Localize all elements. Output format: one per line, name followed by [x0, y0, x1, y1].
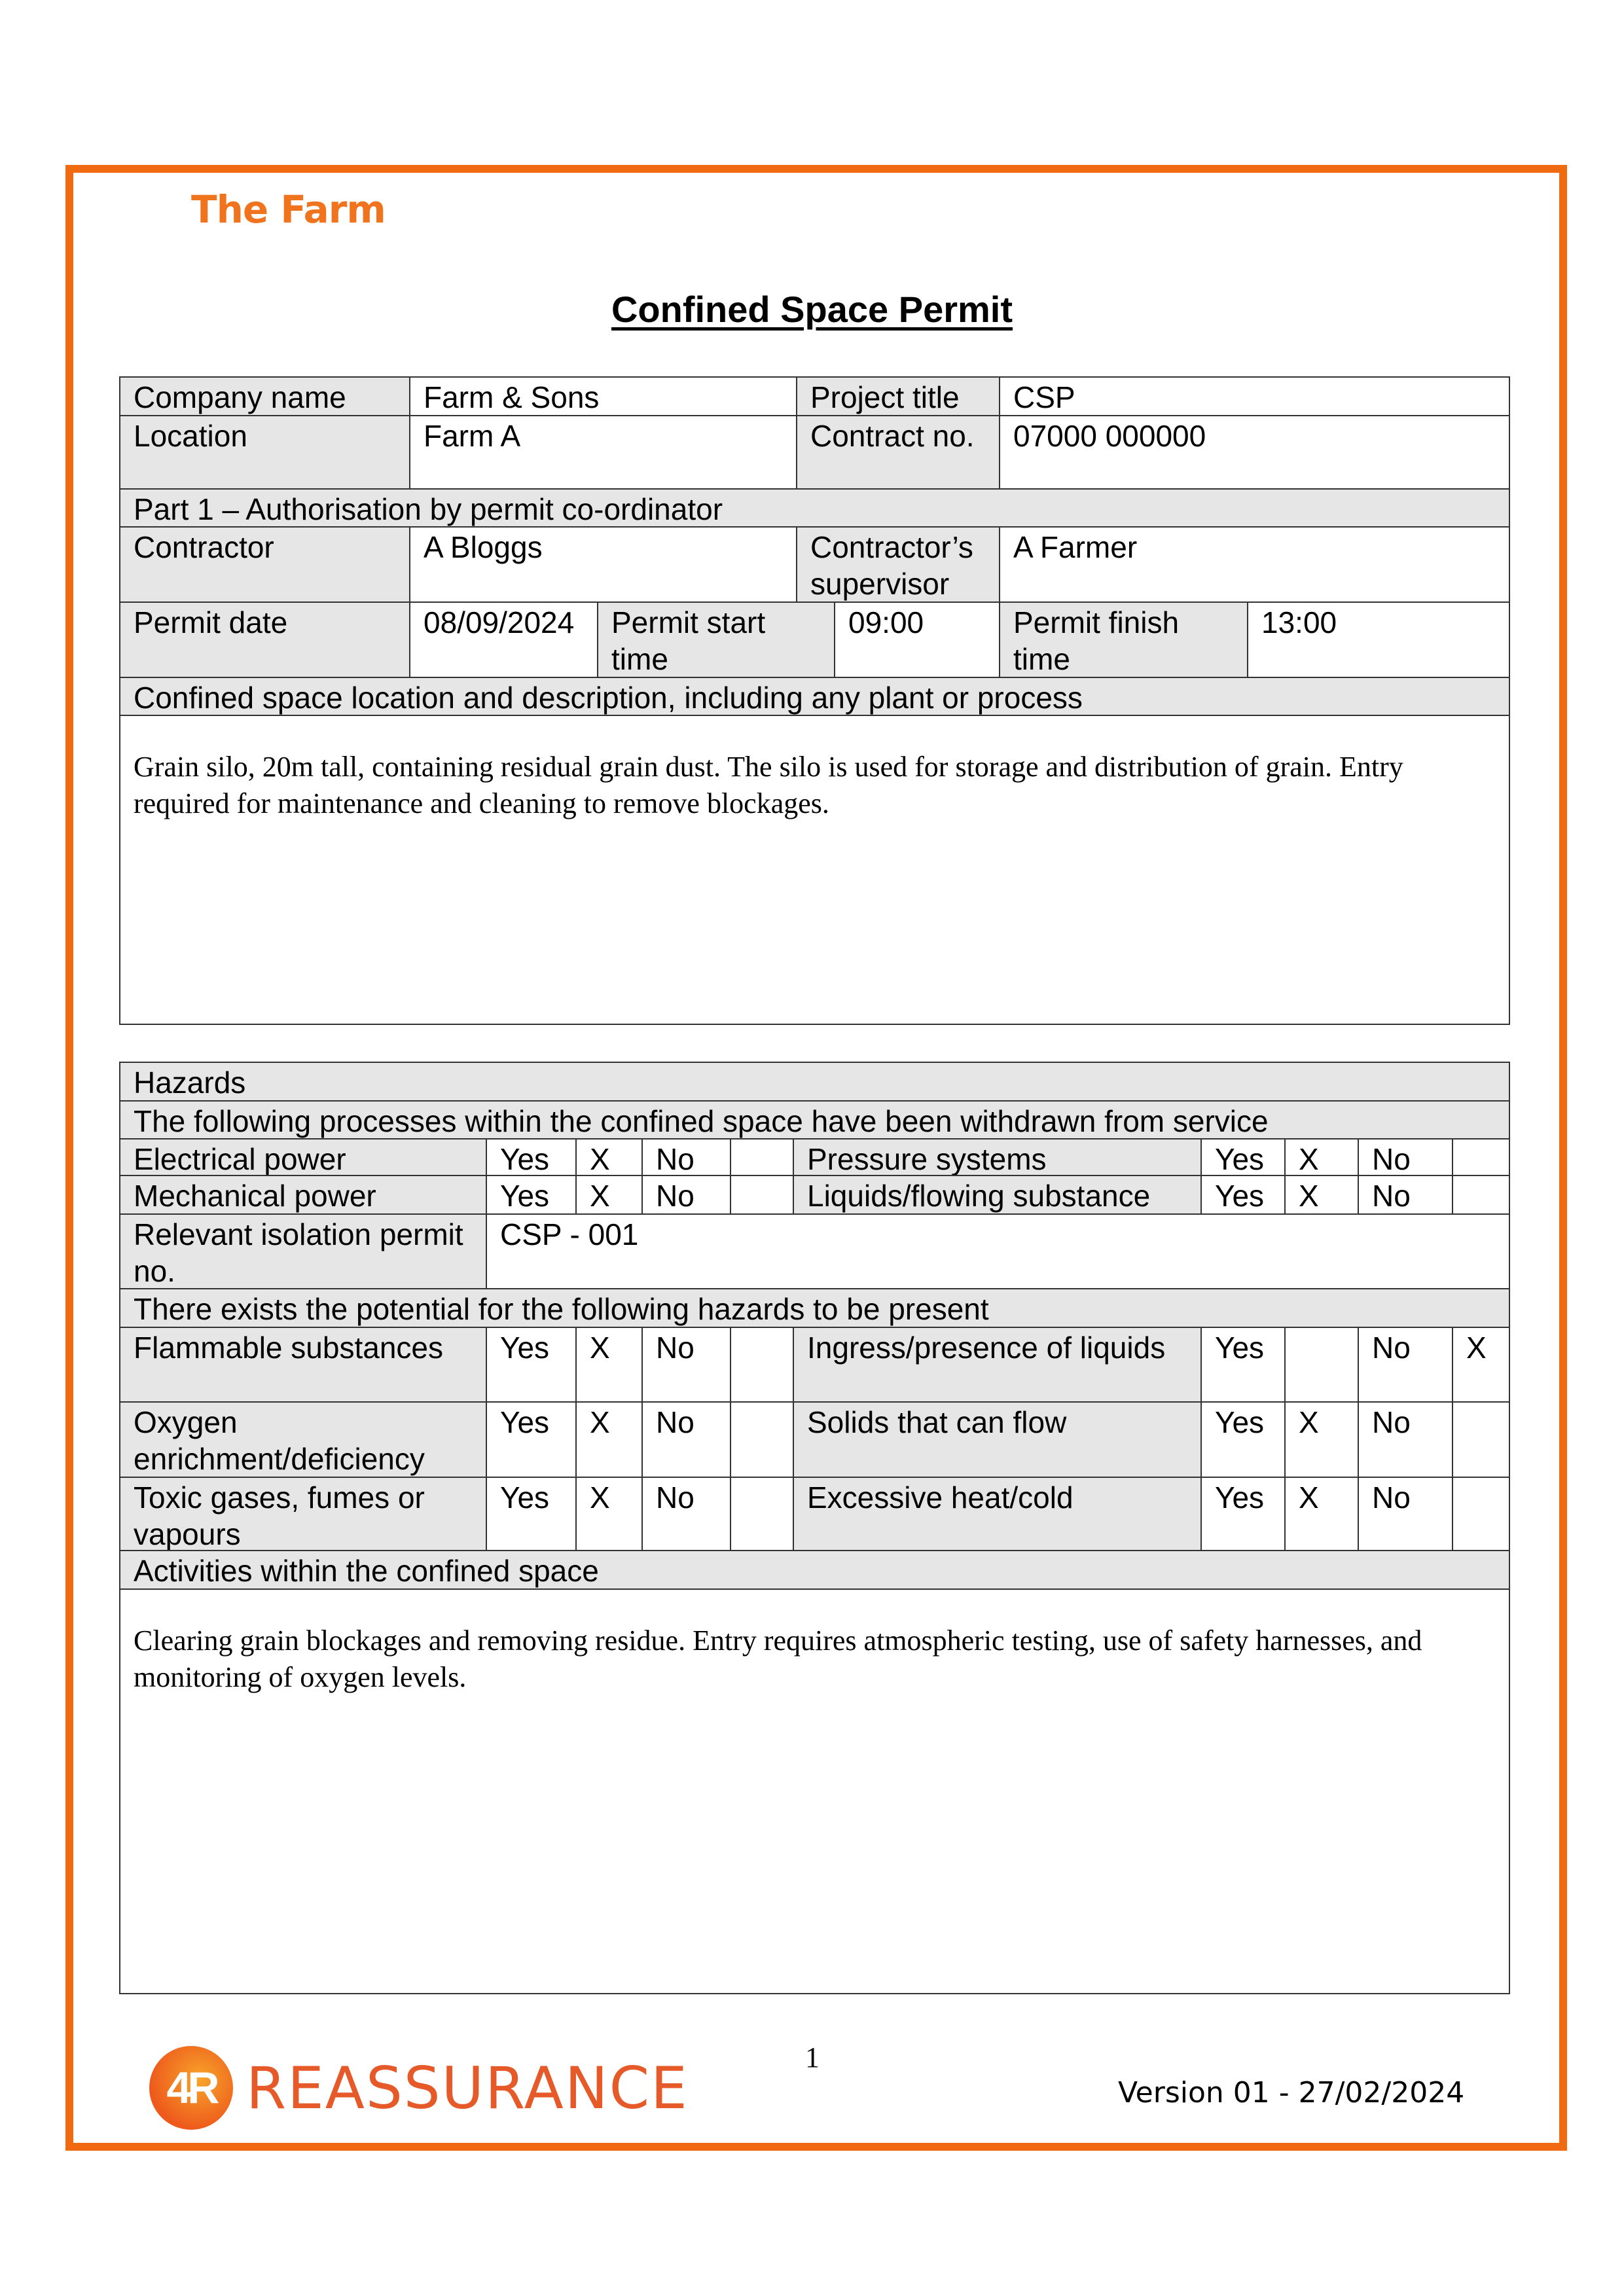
- yes-mark: X: [575, 1175, 643, 1215]
- no-mark: X: [1452, 1327, 1510, 1403]
- reassurance-logo: 4R REASSURANCE: [149, 2046, 689, 2130]
- yes-label: Yes: [1200, 1138, 1286, 1176]
- permit-date-label: Permit date: [119, 601, 410, 678]
- hazard-label: Excessive heat/cold: [793, 1477, 1202, 1551]
- page-title: Confined Space Permit: [611, 289, 1013, 330]
- no-mark: [730, 1327, 794, 1403]
- project-value: CSP: [999, 376, 1510, 416]
- activities-heading: Activities within the confined space: [119, 1550, 1510, 1590]
- location-label: Location: [119, 415, 410, 490]
- location-description-heading: Confined space location and description,…: [119, 677, 1510, 716]
- no-mark: [730, 1175, 794, 1215]
- page-number: 1: [805, 2041, 820, 2073]
- hazard-label: Liquids/flowing substance: [793, 1175, 1202, 1215]
- yes-mark: X: [1284, 1138, 1359, 1176]
- finish-time-value: 13:00: [1247, 601, 1510, 678]
- isolation-permit-value: CSP - 001: [486, 1213, 1510, 1289]
- withdrawn-heading: The following processes within the confi…: [119, 1100, 1510, 1139]
- yes-label: Yes: [1200, 1327, 1286, 1403]
- contract-label: Contract no.: [796, 415, 1000, 490]
- logo-text: REASSURANCE: [246, 2054, 689, 2122]
- brand-name: The Farm: [191, 187, 386, 232]
- yes-mark: X: [1284, 1401, 1359, 1478]
- hazard-label: Oxygen enrichment/deficiency: [119, 1401, 487, 1478]
- no-label: No: [1358, 1477, 1453, 1551]
- hazard-label: Pressure systems: [793, 1138, 1202, 1176]
- no-label: No: [641, 1477, 731, 1551]
- hazard-label: Solids that can flow: [793, 1401, 1202, 1478]
- hazard-label: Mechanical power: [119, 1175, 487, 1215]
- permit-date-value: 08/09/2024: [409, 601, 598, 678]
- hazards-heading: Hazards: [119, 1062, 1510, 1102]
- company-label: Company name: [119, 376, 410, 416]
- start-time-value: 09:00: [834, 601, 1000, 678]
- no-mark: [1452, 1175, 1510, 1215]
- supervisor-label: Contractor’s supervisor: [796, 526, 1000, 603]
- yes-label: Yes: [1200, 1401, 1286, 1478]
- yes-mark: X: [575, 1401, 643, 1478]
- yes-label: Yes: [1200, 1175, 1286, 1215]
- company-value: Farm & Sons: [409, 376, 797, 416]
- hazard-label: Ingress/presence of liquids: [793, 1327, 1202, 1403]
- no-mark: [1452, 1477, 1510, 1551]
- supervisor-value: A Farmer: [999, 526, 1510, 603]
- start-time-label: Permit start time: [597, 601, 835, 678]
- yes-mark: X: [1284, 1175, 1359, 1215]
- yes-label: Yes: [486, 1477, 577, 1551]
- yes-label: Yes: [1200, 1477, 1286, 1551]
- finish-time-label: Permit finish time: [999, 601, 1248, 678]
- no-label: No: [1358, 1401, 1453, 1478]
- contractor-value: A Bloggs: [409, 526, 797, 603]
- no-mark: [730, 1401, 794, 1478]
- no-mark: [1452, 1138, 1510, 1176]
- yes-label: Yes: [486, 1138, 577, 1176]
- no-label: No: [1358, 1175, 1453, 1215]
- yes-label: Yes: [486, 1401, 577, 1478]
- yes-mark: X: [1284, 1477, 1359, 1551]
- project-label: Project title: [796, 376, 1000, 416]
- hazard-label: Toxic gases, fumes or vapours: [119, 1477, 487, 1551]
- no-mark: [730, 1138, 794, 1176]
- version-label: Version 01 - 27/02/2024: [1118, 2076, 1465, 2109]
- contract-value: 07000 000000: [999, 415, 1510, 490]
- potential-hazards-heading: There exists the potential for the follo…: [119, 1288, 1510, 1328]
- no-label: No: [641, 1175, 731, 1215]
- no-mark: [730, 1477, 794, 1551]
- part1-heading: Part 1 – Authorisation by permit co-ordi…: [119, 488, 1510, 528]
- page-border: [65, 165, 1567, 2151]
- yes-mark: X: [575, 1138, 643, 1176]
- no-label: No: [641, 1401, 731, 1478]
- yes-label: Yes: [486, 1175, 577, 1215]
- logo-mark: 4R: [149, 2046, 233, 2130]
- location-value: Farm A: [409, 415, 797, 490]
- yes-label: Yes: [486, 1327, 577, 1403]
- yes-mark: X: [575, 1327, 643, 1403]
- yes-mark: X: [575, 1477, 643, 1551]
- activities-description: Clearing grain blockages and removing re…: [119, 1588, 1510, 1994]
- no-label: No: [641, 1327, 731, 1403]
- location-description: Grain silo, 20m tall, containing residua…: [119, 715, 1510, 1025]
- yes-mark: [1284, 1327, 1359, 1403]
- hazard-label: Flammable substances: [119, 1327, 487, 1403]
- no-mark: [1452, 1401, 1510, 1478]
- contractor-label: Contractor: [119, 526, 410, 603]
- no-label: No: [1358, 1327, 1453, 1403]
- no-label: No: [641, 1138, 731, 1176]
- no-label: No: [1358, 1138, 1453, 1176]
- isolation-permit-label: Relevant isolation permit no.: [119, 1213, 487, 1289]
- hazard-label: Electrical power: [119, 1138, 487, 1176]
